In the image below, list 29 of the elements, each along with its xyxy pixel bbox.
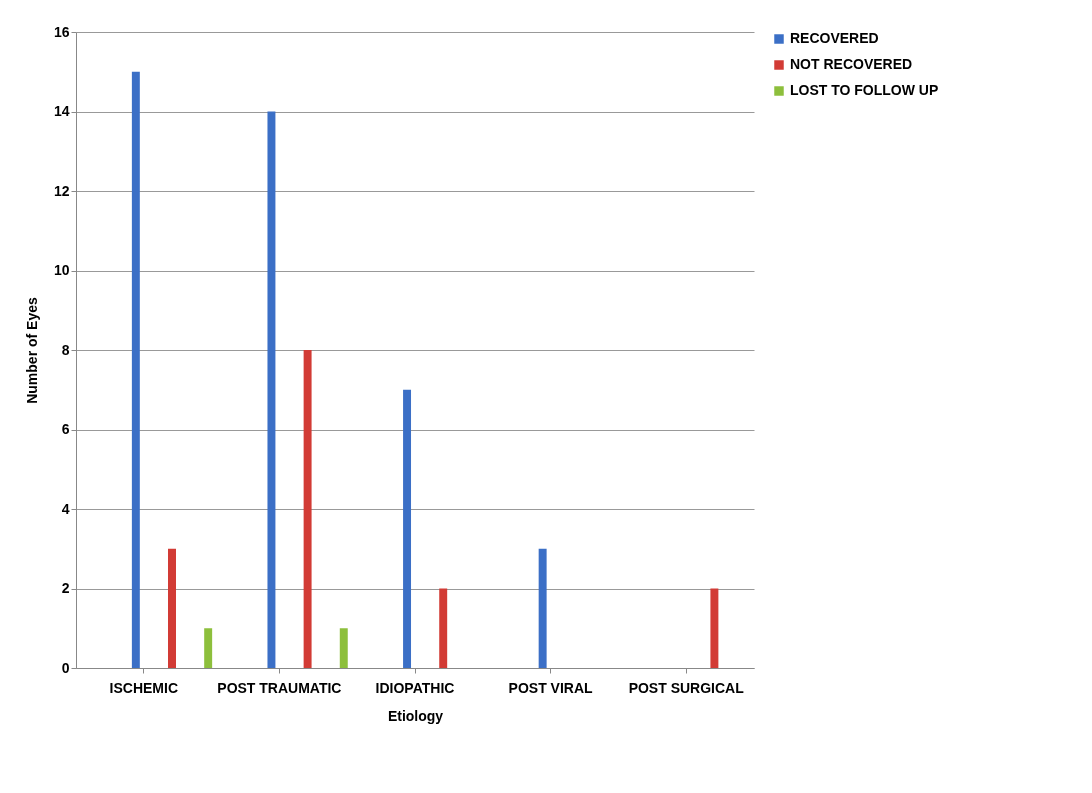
y-tick-label: 4 bbox=[61, 500, 70, 517]
x-tick-label: IDIOPATHIC bbox=[375, 679, 455, 696]
bar bbox=[267, 111, 276, 668]
bar bbox=[403, 389, 412, 668]
y-tick-label: 0 bbox=[61, 659, 70, 676]
x-axis-title: Etiology bbox=[387, 707, 444, 724]
bar bbox=[204, 628, 213, 668]
bar bbox=[339, 628, 348, 668]
bar bbox=[439, 588, 448, 668]
bar bbox=[131, 71, 140, 668]
bar bbox=[538, 548, 547, 668]
x-tick-label: POST SURGICAL bbox=[628, 679, 745, 696]
y-axis-title: Number of Eyes bbox=[23, 297, 40, 404]
x-tick-label: POST VIRAL bbox=[508, 679, 594, 696]
legend-label: NOT RECOVERED bbox=[790, 56, 913, 72]
y-tick-label: 6 bbox=[61, 421, 70, 437]
bar bbox=[168, 548, 176, 668]
bar bbox=[710, 588, 719, 668]
bar bbox=[303, 350, 312, 668]
legend-label: RECOVERED bbox=[790, 30, 879, 46]
y-tick-label: 16 bbox=[53, 23, 70, 40]
y-tick-label: 8 bbox=[61, 341, 70, 358]
y-tick-label: 2 bbox=[61, 580, 70, 596]
legend-label: LOST TO FOLLOW UP bbox=[790, 82, 939, 98]
x-tick-label: ISCHEMIC bbox=[109, 679, 179, 696]
y-tick-label: 14 bbox=[53, 103, 70, 119]
y-tick-label: 12 bbox=[53, 182, 70, 199]
y-tick-label: 10 bbox=[53, 262, 70, 278]
x-tick-label: POST TRAUMATIC bbox=[217, 679, 342, 696]
